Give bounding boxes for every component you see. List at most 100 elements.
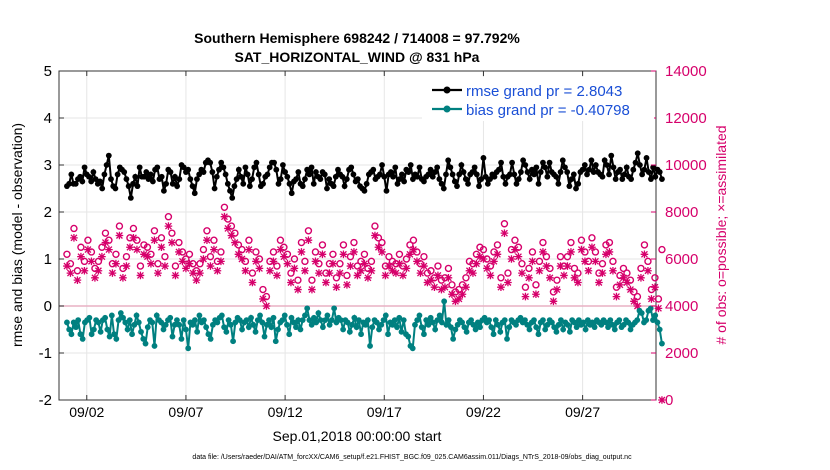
rmse-point-174 bbox=[447, 164, 454, 171]
bias-point-209 bbox=[533, 324, 540, 331]
possible-marker-164 bbox=[637, 264, 645, 273]
rmse-point-65 bbox=[207, 159, 214, 166]
rmse-point-263 bbox=[643, 155, 650, 161]
assimilated-marker-85 bbox=[360, 259, 369, 268]
y-axis-right-ticks: 0 2000 4000 6000 8000 10000 12000 14000 bbox=[651, 63, 707, 409]
y-left-tick-label-2: 0 bbox=[44, 298, 52, 315]
assimilated-marker-9 bbox=[94, 266, 103, 275]
rmse-point-44 bbox=[160, 187, 167, 194]
possible-marker-90 bbox=[378, 238, 386, 247]
assimilated-marker-41 bbox=[206, 262, 215, 270]
rmse-point-96 bbox=[275, 180, 282, 187]
bias-point-67 bbox=[214, 319, 221, 326]
possible-marker-66 bbox=[294, 276, 302, 284]
y-left-tick-label-3: 1 bbox=[44, 251, 52, 268]
legend-bias-label: bias grand pr = -0.40798 bbox=[466, 102, 630, 119]
assimilated-marker-95 bbox=[395, 259, 404, 268]
rmse-point-223 bbox=[555, 180, 562, 187]
bias-point-182 bbox=[472, 326, 479, 333]
assimilated-marker-109 bbox=[444, 274, 453, 282]
possible-marker-41 bbox=[206, 252, 215, 261]
rmse-point-244 bbox=[601, 157, 608, 164]
bias-point-248 bbox=[620, 321, 627, 328]
bias-point-100 bbox=[288, 314, 295, 321]
rmse-point-85 bbox=[251, 164, 258, 171]
rmse-point-75 bbox=[229, 195, 236, 201]
rmse-point-214 bbox=[535, 180, 542, 187]
assimilated-marker-129 bbox=[514, 252, 523, 261]
possible-marker-98 bbox=[406, 241, 414, 249]
bias-point-94 bbox=[275, 326, 281, 333]
rmse-point-218 bbox=[544, 173, 551, 180]
rmse-point-105 bbox=[295, 169, 302, 175]
bias-point-191 bbox=[492, 317, 499, 323]
rmse-point-122 bbox=[332, 173, 339, 180]
possible-marker-82 bbox=[350, 238, 358, 247]
bias-point-114 bbox=[320, 324, 326, 331]
bias-point-135 bbox=[367, 343, 373, 349]
rmse-point-260 bbox=[637, 162, 643, 168]
x-tick-label-2: 09/12 bbox=[268, 404, 303, 420]
rmse-point-225 bbox=[559, 157, 566, 164]
assimilated-marker-17 bbox=[122, 262, 131, 270]
assimilated-marker-107 bbox=[437, 285, 446, 294]
count-series bbox=[63, 203, 666, 404]
rmse-point-209 bbox=[524, 169, 531, 175]
assimilated-marker-47 bbox=[227, 231, 236, 240]
bias-point-173 bbox=[452, 326, 459, 333]
rmse-point-66 bbox=[209, 169, 216, 175]
bias-point-127 bbox=[349, 321, 355, 328]
rmse-point-182 bbox=[465, 180, 471, 187]
possible-marker-114 bbox=[462, 274, 470, 282]
possible-marker-144 bbox=[567, 238, 575, 247]
bias-point-129 bbox=[353, 324, 360, 331]
bias-point-139 bbox=[376, 326, 382, 333]
possible-marker-99 bbox=[409, 236, 418, 244]
legend: rmse grand pr = 2.8043 bias grand pr = -… bbox=[422, 77, 654, 121]
assimilated-marker-32 bbox=[175, 248, 183, 256]
possible-marker-70 bbox=[308, 276, 316, 284]
bias-point-115 bbox=[322, 317, 329, 323]
bias-point-242 bbox=[607, 317, 614, 323]
assimilated-marker-111 bbox=[451, 297, 460, 306]
assimilated-marker-103 bbox=[423, 278, 432, 287]
rmse-point-180 bbox=[460, 169, 467, 175]
assimilated-marker-170 bbox=[658, 396, 666, 404]
bias-point-0 bbox=[64, 319, 70, 326]
bias-point-200 bbox=[513, 321, 519, 328]
y-left-tick-label-5: 3 bbox=[44, 157, 52, 174]
rmse-point-189 bbox=[480, 155, 487, 161]
bias-point-123 bbox=[340, 326, 347, 333]
assimilated-marker-92 bbox=[385, 262, 393, 270]
bias-point-29 bbox=[129, 331, 135, 338]
rmse-point-18 bbox=[103, 162, 110, 168]
assimilated-marker-155 bbox=[605, 248, 614, 256]
assimilated-marker-105 bbox=[430, 283, 439, 291]
bias-point-6 bbox=[77, 331, 84, 338]
rmse-point-192 bbox=[487, 176, 493, 183]
bias-point-107 bbox=[304, 305, 311, 312]
rmse-point-78 bbox=[235, 166, 242, 173]
assimilated-marker-87 bbox=[367, 266, 376, 275]
y-right-tick-label-4: 8000 bbox=[665, 204, 698, 221]
y-right-tick-label-2: 4000 bbox=[665, 298, 698, 315]
bias-point-238 bbox=[598, 321, 605, 328]
rmse-point-118 bbox=[324, 185, 330, 192]
assimilated-marker-66 bbox=[294, 285, 302, 294]
assimilated-marker-3 bbox=[73, 276, 82, 284]
assimilated-marker-39 bbox=[199, 255, 208, 263]
bias-point-261 bbox=[650, 317, 656, 323]
bias-point-81 bbox=[245, 324, 252, 331]
bias-point-23 bbox=[115, 317, 122, 323]
bias-point-143 bbox=[385, 331, 391, 338]
rmse-point-165 bbox=[427, 166, 434, 173]
rmse-point-144 bbox=[381, 173, 388, 180]
assimilated-marker-51 bbox=[241, 266, 250, 275]
rmse-point-177 bbox=[454, 183, 460, 190]
assimilated-marker-30 bbox=[168, 238, 176, 247]
assimilated-marker-117 bbox=[472, 259, 481, 268]
assimilated-marker-80 bbox=[343, 281, 351, 289]
possible-marker-168 bbox=[651, 274, 659, 282]
rmse-point-166 bbox=[429, 173, 436, 180]
bias-point-167 bbox=[439, 319, 445, 326]
